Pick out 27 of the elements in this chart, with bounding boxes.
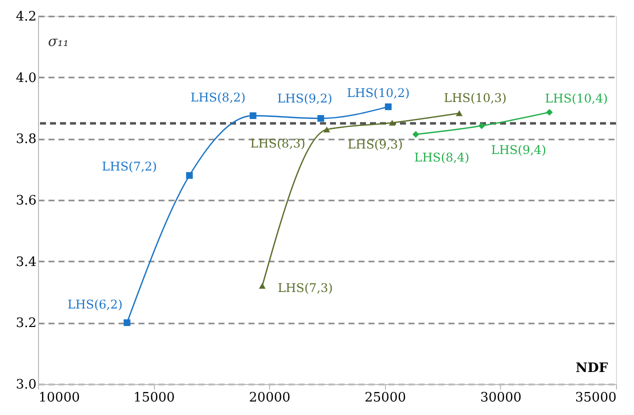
y-tick-label: 3.4 (16, 254, 36, 270)
y-tick-label: 4.2 (16, 10, 36, 24)
x-tick-label: 10000 (38, 390, 80, 406)
annotation: LHS(10,2) (346, 86, 410, 100)
x-tick-label: 15000 (133, 390, 175, 406)
x-tick-label: 25000 (364, 390, 406, 406)
annotation: LHS(9,4) (491, 142, 546, 157)
x-tick-label: 35000 (575, 390, 616, 406)
annotation: LHS(8,4) (414, 150, 470, 164)
x-tick-label: 20000 (249, 390, 290, 406)
annotation: LHS(6,2) (67, 298, 123, 312)
y-tick-label: 4.0 (16, 70, 36, 86)
x-axis-title: NDF (576, 361, 609, 376)
annotation: LHS(10,3) (444, 91, 507, 106)
y-axis-title: σ₁₁ (48, 34, 69, 50)
annotation: LHS(8,3) (250, 136, 306, 150)
annotation: LHS(9,2) (277, 91, 332, 106)
annotation: LHS(7,2) (102, 159, 157, 174)
annotation: LHS(9,3) (348, 138, 403, 152)
y-tick-label: 3.0 (16, 378, 36, 392)
x-tick-label: 30000 (480, 390, 522, 406)
annotation: LHS(10,4) (545, 91, 608, 106)
annotation: LHS(8,2) (190, 90, 246, 105)
annotation: LHS(7,3) (278, 280, 333, 295)
y-tick-label: 3.2 (16, 316, 36, 332)
y-tick-label: 3.8 (16, 132, 36, 148)
y-tick-label: 3.6 (16, 194, 36, 208)
